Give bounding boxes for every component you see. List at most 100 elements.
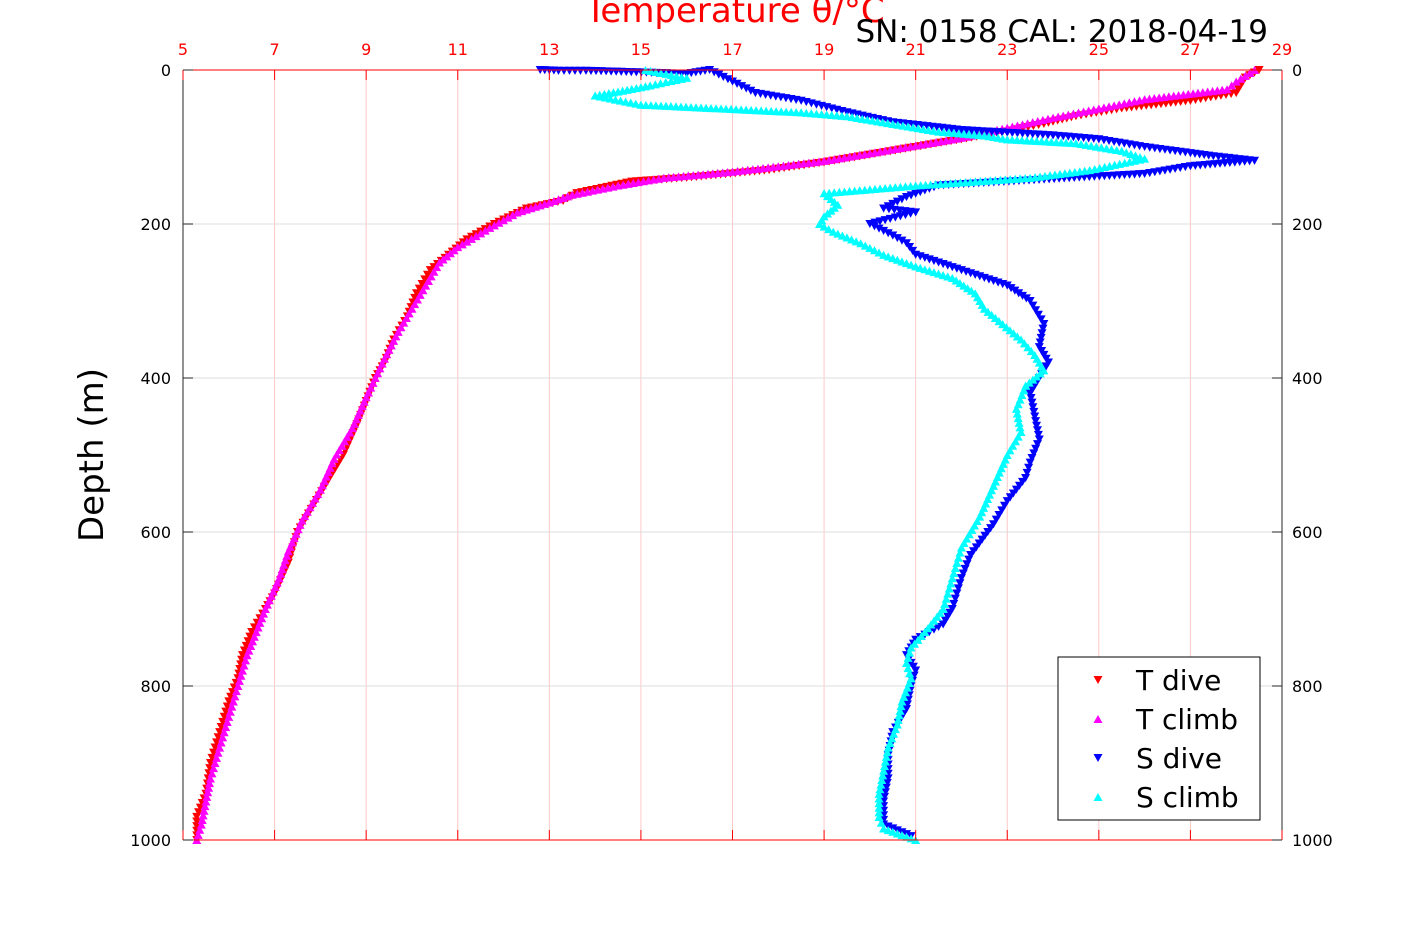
y-tick-label-left: 400 [140,369,171,388]
x-tick-label: 9 [361,40,371,59]
data-point [714,70,724,79]
data-point [1033,430,1043,440]
data-point [1043,114,1053,123]
data-point [610,95,620,104]
data-point [666,76,676,86]
data-point [944,584,954,593]
data-point [230,692,240,701]
data-point [1013,413,1023,423]
data-point [955,579,965,588]
data-point [1028,118,1038,127]
data-point [883,743,893,752]
data-point [888,231,898,240]
data-point [224,712,234,721]
data-point [1114,100,1124,109]
data-point [1053,112,1063,121]
data-point [194,808,204,817]
data-point [1014,289,1024,298]
data-point [457,240,467,249]
data-point [880,792,890,801]
data-point [956,574,966,583]
data-point [746,86,756,95]
data-point [903,653,913,662]
data-point [994,511,1004,520]
data-point [195,803,205,812]
data-point [215,743,225,752]
data-point [958,569,968,578]
data-point [1031,417,1041,426]
data-point [1002,281,1012,290]
data-point [485,223,495,232]
data-point [888,199,898,209]
data-point [1089,105,1099,114]
data-point [728,77,737,86]
data-point [879,226,889,235]
data-point [1025,458,1035,467]
data-point [1011,404,1021,413]
data-point [960,564,970,574]
data-point [1025,389,1035,398]
data-point [192,817,202,826]
data-point [897,697,907,706]
data-point [202,792,212,801]
data-point [1032,426,1042,435]
data-point [508,210,518,220]
data-point [242,651,252,660]
data-point [671,75,681,84]
y-tick-label-left: 600 [140,523,171,542]
data-point [414,284,424,293]
data-point [666,70,676,79]
data-point [631,99,641,108]
data-point [218,733,228,742]
data-point [234,676,244,685]
data-point [1038,115,1048,125]
data-point [953,584,963,593]
data-point [210,758,220,768]
data-point [228,697,238,706]
data-point [893,715,903,724]
data-point [896,701,906,711]
series-s-climb [590,65,1150,845]
data-point [650,80,660,89]
data-point [1140,95,1150,104]
data-point [950,563,960,572]
data-point [212,753,222,762]
data-point [1039,320,1049,329]
data-point [247,628,257,637]
data-point [582,187,592,196]
data-point [243,637,253,646]
data-point [877,775,887,784]
data-point [952,558,962,567]
data-point [1109,101,1119,110]
data-point [216,738,226,747]
data-point [1068,109,1078,118]
data-point [1027,454,1037,463]
data-point [1029,449,1039,458]
data-point [621,97,631,106]
data-point [876,780,886,789]
y-tick-label-right: 800 [1292,677,1323,696]
data-point [423,270,433,279]
x-tick-label: 21 [905,40,925,59]
x-tick-label: 15 [631,40,651,59]
legend-label: S climb [1136,781,1239,814]
data-point [897,195,907,204]
data-point [213,748,223,757]
data-point [1048,113,1058,122]
data-point [949,599,959,608]
data-point [1015,423,1025,432]
data-point [239,646,249,655]
data-point [577,188,587,197]
data-point [1018,120,1028,129]
data-point [737,82,747,91]
data-point [874,803,884,812]
data-point [1119,99,1129,108]
data-point [938,620,948,629]
data-point [205,778,215,788]
data-point [222,717,232,726]
data-point [671,71,681,80]
data-point [1029,407,1039,416]
data-point [874,808,884,817]
legend-label: T dive [1135,664,1221,697]
